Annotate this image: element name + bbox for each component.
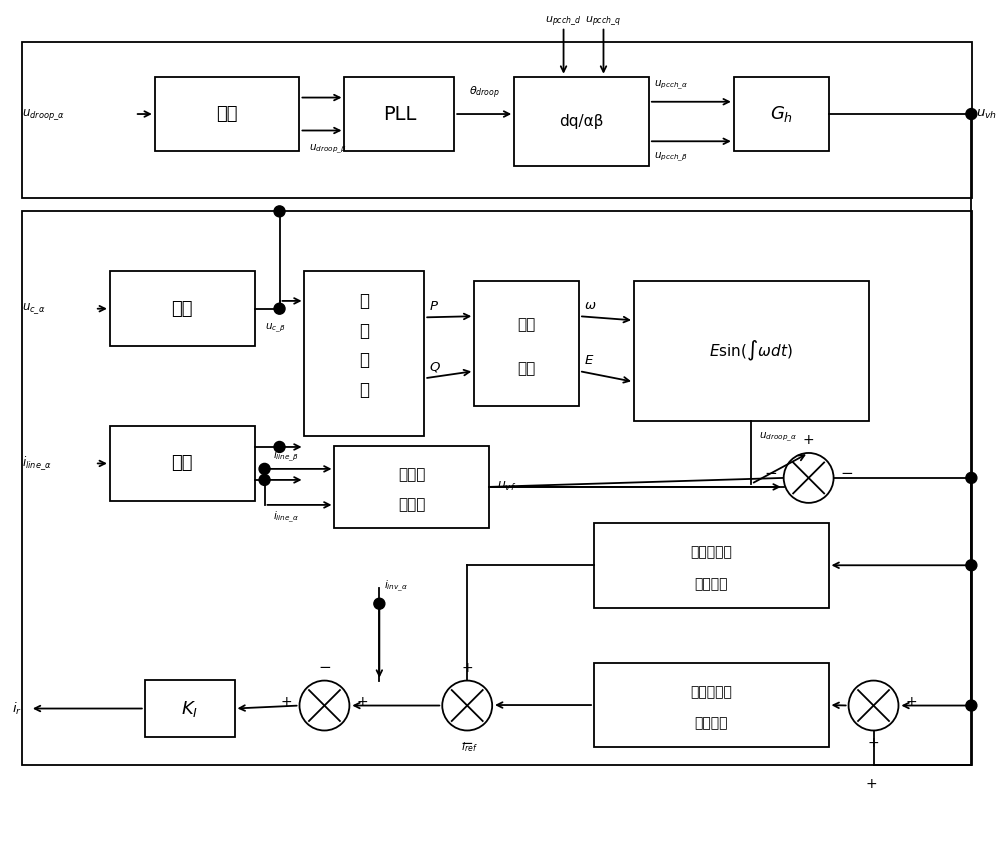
Text: $u_{droop\_\beta}$: $u_{droop\_\beta}$: [309, 142, 347, 156]
Text: +: +: [868, 736, 879, 751]
Circle shape: [274, 206, 285, 217]
Text: 第一准比例: 第一准比例: [690, 545, 732, 560]
Text: +: +: [356, 694, 368, 709]
FancyBboxPatch shape: [145, 680, 235, 738]
Text: 算: 算: [359, 381, 369, 399]
Text: −: −: [764, 467, 777, 481]
Text: 率: 率: [359, 322, 369, 340]
Text: 延时: 延时: [171, 455, 193, 473]
FancyBboxPatch shape: [334, 446, 489, 528]
FancyBboxPatch shape: [594, 523, 829, 608]
Text: $u_{c\_\alpha}$: $u_{c\_\alpha}$: [22, 301, 45, 316]
Text: 谐振控制: 谐振控制: [695, 577, 728, 591]
Text: $u_{pcch\_q}$: $u_{pcch\_q}$: [585, 15, 621, 28]
FancyBboxPatch shape: [594, 663, 829, 747]
Circle shape: [966, 700, 977, 711]
Text: 计: 计: [359, 351, 369, 369]
Text: $i_{line\_\alpha}$: $i_{line\_\alpha}$: [273, 510, 299, 525]
Text: 功: 功: [359, 292, 369, 310]
Text: 虚拟基: 虚拟基: [398, 467, 425, 482]
Text: −: −: [318, 660, 331, 675]
Text: $Q$: $Q$: [429, 360, 441, 374]
Text: 延时: 延时: [171, 300, 193, 318]
Text: 控制: 控制: [517, 361, 536, 376]
Text: $E\sin(\int\omega dt)$: $E\sin(\int\omega dt)$: [709, 339, 793, 363]
Text: $u_{pcch\_\alpha}$: $u_{pcch\_\alpha}$: [654, 79, 688, 92]
Circle shape: [274, 303, 285, 314]
Text: $i_{line\_\alpha}$: $i_{line\_\alpha}$: [22, 455, 52, 473]
Circle shape: [966, 109, 977, 120]
Text: +: +: [905, 694, 917, 709]
Circle shape: [966, 473, 977, 484]
Text: $E$: $E$: [584, 354, 594, 367]
Text: $u_{droop\_\alpha}$: $u_{droop\_\alpha}$: [22, 106, 65, 122]
Circle shape: [849, 681, 898, 730]
FancyBboxPatch shape: [514, 76, 649, 166]
Text: $u_{vh}$: $u_{vh}$: [976, 108, 997, 121]
FancyBboxPatch shape: [634, 282, 869, 421]
Circle shape: [274, 442, 285, 453]
Circle shape: [259, 463, 270, 474]
FancyBboxPatch shape: [474, 282, 579, 406]
Text: dq/αβ: dq/αβ: [559, 114, 604, 129]
Text: $i_r$: $i_r$: [12, 700, 22, 716]
FancyBboxPatch shape: [304, 271, 424, 436]
Text: $u_{pcch\_\beta}$: $u_{pcch\_\beta}$: [654, 152, 688, 164]
FancyBboxPatch shape: [110, 426, 255, 501]
FancyBboxPatch shape: [734, 76, 829, 152]
Text: −: −: [841, 467, 853, 481]
Text: $u_{c\_\beta}$: $u_{c\_\beta}$: [265, 322, 285, 335]
Text: $u_{pcch\_d}$: $u_{pcch\_d}$: [545, 15, 582, 28]
Text: $\theta_{droop}$: $\theta_{droop}$: [469, 85, 500, 101]
Text: PLL: PLL: [383, 104, 416, 123]
Text: $u_{vf}$: $u_{vf}$: [497, 480, 516, 493]
FancyBboxPatch shape: [110, 271, 255, 346]
Text: 第二准比例: 第二准比例: [690, 686, 732, 699]
Circle shape: [784, 453, 834, 502]
Text: 延时: 延时: [216, 105, 238, 123]
Text: +: +: [461, 661, 473, 675]
Text: $K_I$: $K_I$: [181, 698, 198, 718]
Circle shape: [299, 681, 349, 730]
Circle shape: [374, 598, 385, 609]
FancyBboxPatch shape: [22, 211, 972, 765]
Text: $G_h$: $G_h$: [770, 104, 793, 124]
Text: $i_{line\_\beta}$: $i_{line\_\beta}$: [273, 449, 299, 464]
Circle shape: [966, 560, 977, 571]
Circle shape: [259, 474, 270, 485]
FancyBboxPatch shape: [155, 76, 299, 152]
Text: 波阻抗: 波阻抗: [398, 497, 425, 513]
FancyBboxPatch shape: [22, 42, 972, 199]
Text: $P$: $P$: [429, 300, 439, 313]
Text: +: +: [281, 694, 293, 709]
Text: $i_{inv\_\alpha}$: $i_{inv\_\alpha}$: [384, 579, 408, 594]
Text: $u_{droop\_\alpha}$: $u_{droop\_\alpha}$: [759, 431, 797, 444]
Text: 下垂: 下垂: [517, 318, 536, 332]
Text: +: +: [866, 777, 877, 792]
Circle shape: [442, 681, 492, 730]
Text: $i_{ref}$: $i_{ref}$: [461, 740, 478, 754]
Text: 谐振控制: 谐振控制: [695, 716, 728, 731]
Text: +: +: [803, 433, 814, 447]
Text: −: −: [461, 736, 474, 752]
Text: $\omega$: $\omega$: [584, 300, 597, 312]
FancyBboxPatch shape: [344, 76, 454, 152]
